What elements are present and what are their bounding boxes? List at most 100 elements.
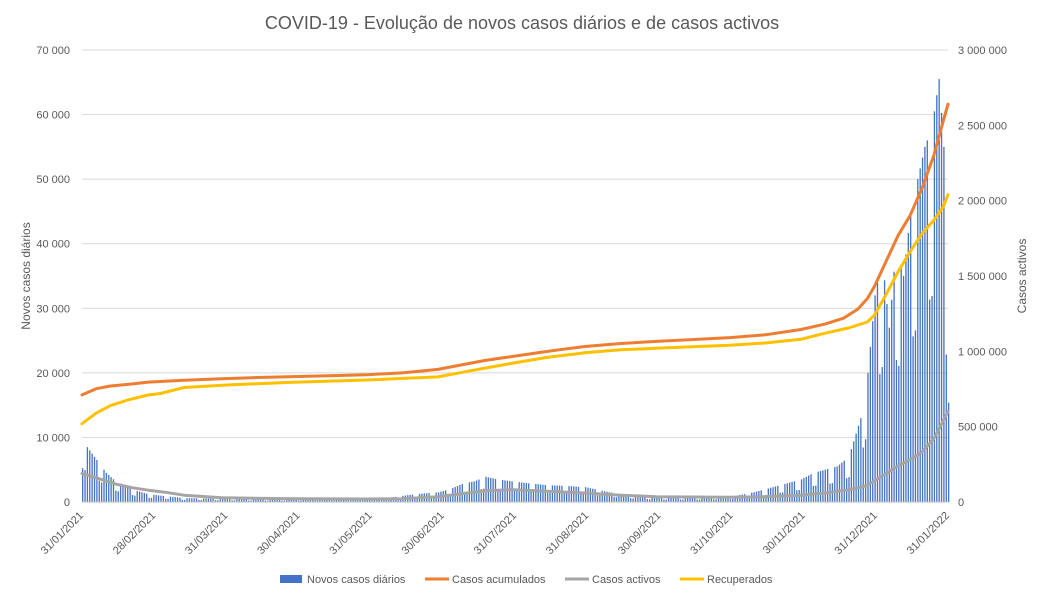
- bar-novos-casos: [153, 494, 155, 502]
- bar-novos-casos: [789, 482, 791, 502]
- bar-novos-casos: [245, 499, 248, 502]
- bar-novos-casos: [143, 492, 145, 502]
- bar-novos-casos: [184, 499, 186, 502]
- bar-novos-casos: [554, 485, 556, 502]
- bar-novos-casos: [931, 296, 933, 502]
- y-left-tick-label: 40 000: [36, 239, 70, 251]
- line-casos-acumulados: [80, 102, 950, 397]
- bar-novos-casos: [762, 495, 765, 502]
- bar-novos-casos: [853, 441, 855, 502]
- x-tick-label: 30/04/2021: [255, 510, 302, 557]
- bar-novos-casos: [886, 303, 888, 502]
- bar-novos-casos: [933, 111, 936, 502]
- bar-novos-casos: [399, 498, 402, 502]
- bar-novos-casos: [297, 500, 300, 502]
- bar-novos-casos: [532, 491, 535, 502]
- bar-novos-casos: [345, 498, 347, 502]
- bar-novos-casos: [689, 497, 691, 502]
- bar-novos-casos: [380, 499, 383, 502]
- bar-novos-casos: [708, 497, 710, 502]
- bar-novos-casos: [255, 499, 257, 502]
- bar-novos-casos: [283, 500, 285, 502]
- series-lines: [80, 102, 950, 501]
- bar-novos-casos: [717, 497, 720, 502]
- bar-novos-casos: [136, 491, 138, 502]
- bar-novos-casos: [670, 497, 672, 502]
- bar-novos-casos: [124, 485, 127, 502]
- bar-novos-casos: [879, 374, 881, 502]
- bar-novos-casos: [589, 488, 592, 502]
- bar-novos-casos: [328, 499, 331, 502]
- bar-novos-casos: [618, 493, 620, 502]
- bar-novos-casos: [836, 466, 838, 502]
- bar-novos-casos: [570, 486, 573, 502]
- bar-novos-casos: [770, 487, 772, 502]
- bar-novos-casos: [608, 492, 611, 502]
- bar-novos-casos: [634, 495, 637, 502]
- bar-novos-casos: [729, 499, 732, 502]
- x-tick-label: 31/10/2021: [688, 510, 735, 557]
- bar-novos-casos: [720, 496, 722, 502]
- bar-novos-casos: [819, 471, 822, 502]
- bar-novos-casos: [943, 146, 945, 502]
- bar-novos-casos: [463, 491, 466, 502]
- bar-novos-casos: [141, 492, 143, 502]
- bar-novos-casos: [93, 456, 96, 502]
- bar-novos-casos: [544, 484, 546, 502]
- y-right-tick-label: 0: [958, 497, 964, 509]
- bar-novos-casos: [96, 460, 98, 502]
- bar-novos-casos: [212, 498, 214, 502]
- bar-novos-casos: [217, 500, 219, 502]
- bar-novos-casos: [257, 499, 259, 502]
- bar-novos-casos: [900, 265, 902, 502]
- bar-novos-casos: [281, 500, 283, 502]
- bar-novos-casos: [549, 492, 551, 502]
- bar-novos-casos: [857, 425, 860, 502]
- bar-novos-casos: [724, 496, 727, 502]
- bar-novos-casos: [826, 469, 829, 502]
- bar-novos-casos: [824, 469, 826, 502]
- bar-novos-casos: [167, 498, 169, 502]
- bar-novos-casos: [295, 499, 297, 502]
- bar-novos-casos: [584, 487, 587, 502]
- bar-novos-casos: [186, 498, 188, 502]
- x-tick-label: 30/09/2021: [616, 510, 663, 557]
- bar-novos-casos: [613, 497, 615, 502]
- bar-novos-casos: [174, 497, 176, 502]
- bar-novos-casos: [722, 496, 724, 502]
- bar-novos-casos: [855, 433, 857, 502]
- bar-novos-casos: [862, 447, 864, 502]
- bar-novos-casos: [566, 493, 568, 502]
- y-left-tick-label: 60 000: [36, 110, 70, 122]
- bar-novos-casos: [259, 499, 262, 502]
- bar-novos-casos: [912, 336, 914, 502]
- bar-novos-casos: [150, 497, 153, 502]
- bar-novos-casos: [698, 499, 701, 502]
- bar-novos-casos: [203, 498, 205, 502]
- bar-novos-casos: [679, 499, 682, 502]
- bar-novos-casos: [309, 499, 312, 502]
- bar-novos-casos: [810, 474, 812, 502]
- y-left-tick-label: 50 000: [36, 174, 70, 186]
- y-right-tick-label: 500 000: [958, 422, 998, 434]
- bar-novos-casos: [940, 112, 943, 502]
- bar-novos-casos: [772, 487, 774, 502]
- bar-novos-casos: [497, 489, 499, 502]
- legend-label: Recuperados: [707, 574, 773, 586]
- bar-novos-casos: [665, 499, 667, 502]
- bar-novos-casos: [902, 276, 905, 502]
- bar-novos-casos: [288, 499, 290, 502]
- bar-novos-casos: [231, 500, 233, 502]
- bar-novos-casos: [542, 484, 544, 502]
- bar-novos-casos: [898, 365, 900, 502]
- bar-novos-casos: [333, 500, 335, 502]
- bar-novos-casos: [307, 499, 309, 502]
- bar-novos-casos: [264, 500, 266, 502]
- bar-novos-casos: [919, 168, 921, 502]
- bar-novos-casos: [205, 498, 207, 502]
- y-left-tick-label: 0: [64, 497, 70, 509]
- bar-novos-casos: [651, 497, 653, 502]
- bar-novos-casos: [561, 485, 563, 502]
- bar-novos-casos: [568, 486, 570, 502]
- bar-novos-casos: [430, 496, 433, 502]
